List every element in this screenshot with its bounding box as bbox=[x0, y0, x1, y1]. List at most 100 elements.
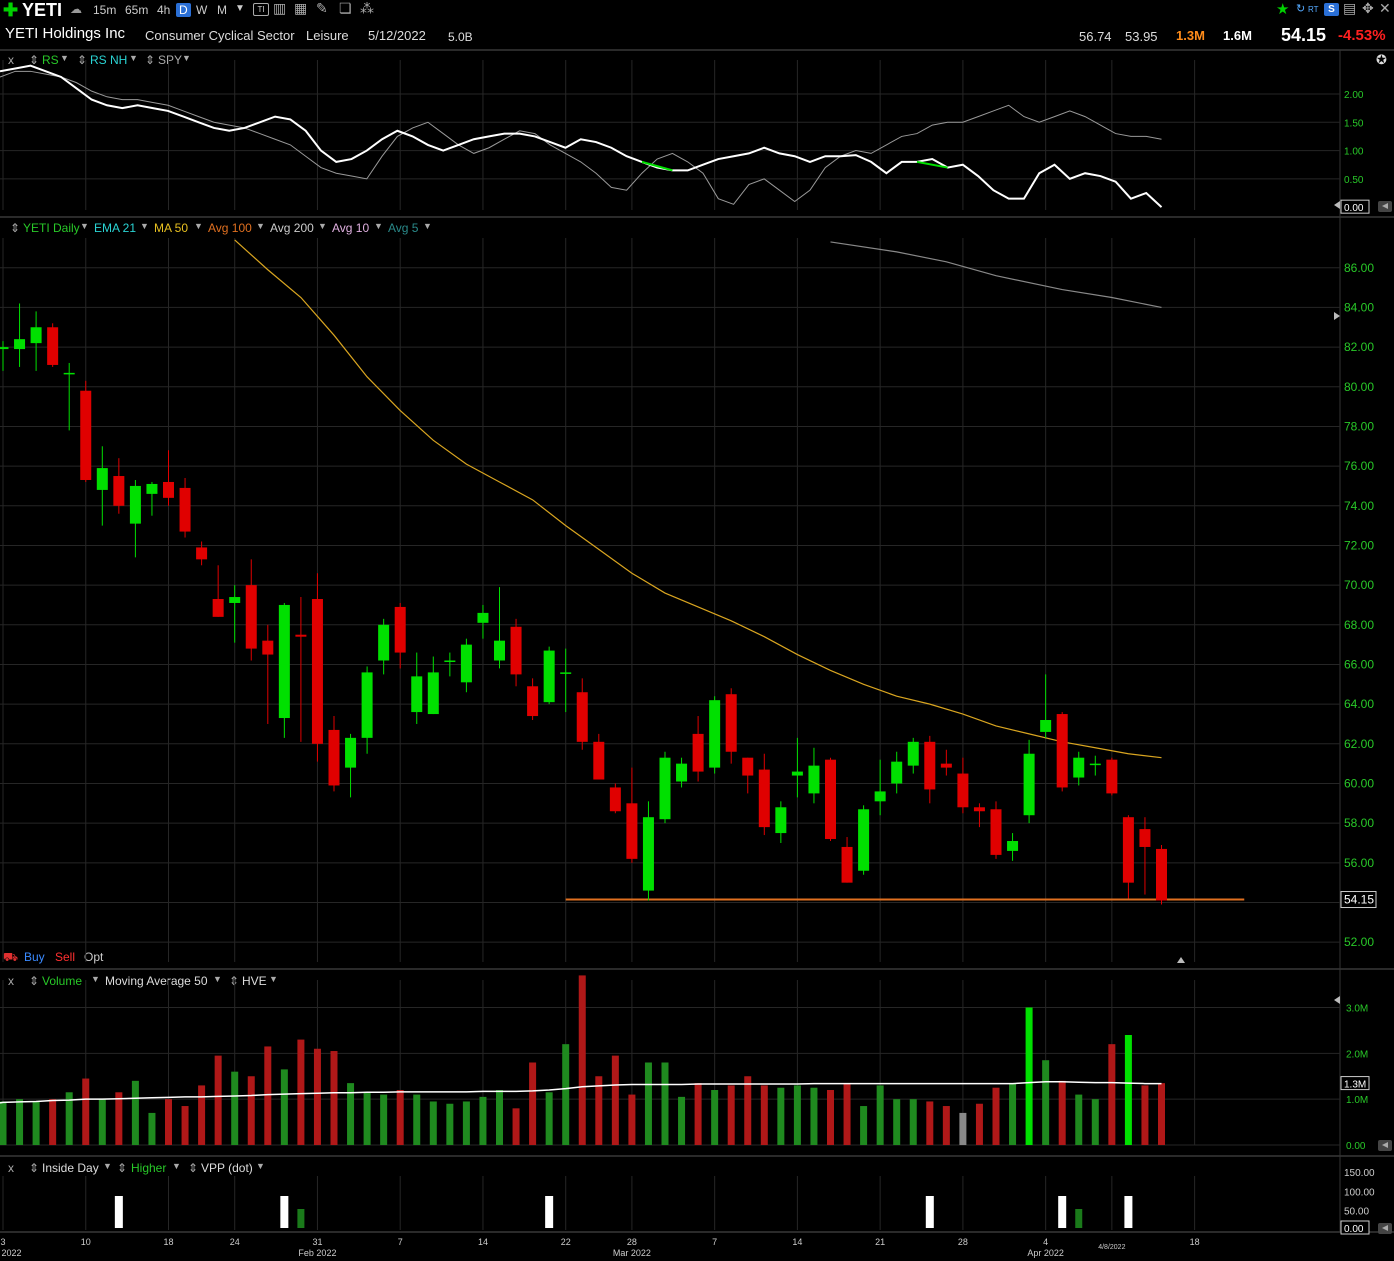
inside-day-dropdown-icon[interactable]: ▼ bbox=[103, 1161, 112, 1171]
avg100-item[interactable]: Avg 100 bbox=[208, 221, 252, 235]
spy-move-icon[interactable]: ⇕ bbox=[145, 53, 156, 67]
draw-pencil-icon[interactable]: ✎ bbox=[316, 0, 328, 16]
opt-button[interactable]: Opt bbox=[84, 950, 104, 964]
x-axis-label: 3 bbox=[0, 1237, 5, 1247]
save-icon[interactable]: ▤ bbox=[1343, 0, 1357, 16]
candle-body bbox=[1040, 720, 1052, 732]
inside-day-item[interactable]: Inside Day bbox=[42, 1161, 99, 1175]
rs-move-icon[interactable]: ⇕ bbox=[29, 53, 40, 67]
rs-tick-label: 1.50 bbox=[1344, 118, 1364, 129]
timeframe-65m[interactable]: 65m bbox=[125, 3, 149, 17]
candle-body bbox=[361, 672, 373, 738]
sector-label[interactable]: Consumer Cyclical Sector bbox=[145, 28, 295, 43]
candle-body bbox=[63, 372, 75, 375]
volume-tick-label: 0.00 bbox=[1346, 1141, 1366, 1152]
timeframe-15m[interactable]: 15m bbox=[93, 3, 117, 17]
avg100-dropdown-icon[interactable]: ▼ bbox=[256, 221, 265, 231]
date-label: 5/12/2022 bbox=[368, 28, 426, 43]
palette-icon[interactable]: ✪ bbox=[1376, 52, 1387, 67]
volume-ma50-item[interactable]: Moving Average 50 bbox=[105, 974, 208, 988]
volume-ma50-dropdown-icon[interactable]: ▼ bbox=[213, 974, 222, 984]
price-tick-label: 66.00 bbox=[1344, 657, 1374, 671]
network-icon[interactable]: ⁂ bbox=[360, 0, 374, 16]
higher-move-icon[interactable]: ⇕ bbox=[117, 1161, 128, 1175]
buy-button[interactable]: Buy bbox=[24, 950, 45, 964]
avg5-dropdown-icon[interactable]: ▼ bbox=[423, 221, 432, 231]
rs-item[interactable]: RS bbox=[42, 53, 59, 67]
candle-body bbox=[345, 737, 357, 768]
realtime-icon[interactable]: ↻ bbox=[1296, 3, 1306, 15]
spy-item[interactable]: SPY bbox=[158, 53, 183, 67]
avg200-dropdown-icon[interactable]: ▼ bbox=[318, 221, 327, 231]
volume-bar bbox=[595, 1076, 603, 1145]
ema21-item[interactable]: EMA 21 bbox=[94, 221, 137, 235]
yeti-daily-dropdown-icon[interactable]: ▼ bbox=[80, 221, 89, 231]
timeframe-dropdown-icon[interactable]: ▼ bbox=[235, 3, 245, 14]
x-axis-label: 28 bbox=[958, 1237, 968, 1247]
symbol-label[interactable]: YETI bbox=[22, 0, 63, 20]
favorite-star-icon[interactable]: ★ bbox=[1276, 1, 1290, 18]
volume-bar bbox=[1141, 1085, 1149, 1145]
candle-body bbox=[725, 694, 737, 752]
inside-move-icon[interactable]: ⇕ bbox=[29, 1161, 40, 1175]
avg5-item[interactable]: Avg 5 bbox=[388, 221, 419, 235]
volume-move-icon[interactable]: ⇕ bbox=[29, 974, 40, 988]
spy-dropdown-icon[interactable]: ▼ bbox=[182, 53, 191, 63]
volume-bar bbox=[131, 1080, 139, 1145]
price-move-icon[interactable]: ⇕ bbox=[10, 221, 21, 235]
candle-body bbox=[609, 787, 621, 812]
timeframe-m[interactable]: M bbox=[217, 3, 227, 17]
rs-panel-close[interactable]: x bbox=[8, 53, 14, 67]
rsnh-move-icon[interactable]: ⇕ bbox=[77, 53, 88, 67]
price-tick-label: 74.00 bbox=[1344, 499, 1374, 513]
volume-last-box bbox=[1340, 1076, 1370, 1091]
hve-item[interactable]: HVE bbox=[242, 974, 267, 988]
rsnh-dropdown-icon[interactable]: ▼ bbox=[129, 53, 138, 63]
higher-item[interactable]: Higher bbox=[131, 1161, 167, 1175]
ma50-item[interactable]: MA 50 bbox=[154, 221, 189, 235]
industry-label[interactable]: Leisure bbox=[306, 28, 349, 43]
volume-dropdown-icon[interactable]: ▼ bbox=[91, 974, 100, 984]
layout-icon[interactable]: ▦ bbox=[294, 0, 308, 16]
volume-panel-close[interactable]: x bbox=[8, 974, 14, 988]
rs-nh-item[interactable]: RS NH bbox=[90, 53, 128, 67]
volume-bar bbox=[843, 1083, 851, 1145]
indicator-icon[interactable]: TI bbox=[253, 3, 269, 16]
volume-bar bbox=[760, 1085, 768, 1145]
settings-s-icon[interactable]: S bbox=[1324, 3, 1339, 16]
close-icon[interactable]: ✕ bbox=[1379, 0, 1391, 16]
timeframe-d[interactable]: D bbox=[176, 3, 191, 17]
vpp-dropdown-icon[interactable]: ▼ bbox=[256, 1161, 265, 1171]
vpp-item[interactable]: VPP (dot) bbox=[201, 1161, 253, 1175]
candle-body bbox=[427, 672, 439, 715]
x-axis-label: 18 bbox=[163, 1237, 173, 1247]
timeframe-4h[interactable]: 4h bbox=[157, 3, 171, 17]
candle-body bbox=[245, 585, 257, 649]
add-symbol-icon[interactable]: ✚ bbox=[3, 0, 19, 20]
ema21-dropdown-icon[interactable]: ▼ bbox=[140, 221, 149, 231]
avg10-item[interactable]: Avg 10 bbox=[332, 221, 370, 235]
yeti-daily-item[interactable]: YETI Daily bbox=[23, 221, 80, 235]
candle-body bbox=[659, 757, 671, 820]
volume-bar bbox=[313, 1048, 321, 1145]
candle-body bbox=[791, 771, 803, 776]
notes-icon[interactable]: ❏ bbox=[339, 0, 352, 16]
rs-dropdown-icon[interactable]: ▼ bbox=[60, 53, 69, 63]
share-icon[interactable]: ☁ bbox=[70, 2, 82, 16]
trade-icon[interactable]: ⛟ bbox=[3, 950, 19, 964]
hve-move-icon[interactable]: ⇕ bbox=[229, 974, 240, 988]
avg200-item[interactable]: Avg 200 bbox=[270, 221, 314, 235]
ma50-dropdown-icon[interactable]: ▼ bbox=[194, 221, 203, 231]
sell-button[interactable]: Sell bbox=[55, 950, 76, 964]
volume-item[interactable]: Volume bbox=[42, 974, 83, 988]
higher-dropdown-icon[interactable]: ▼ bbox=[172, 1161, 181, 1171]
avg10-dropdown-icon[interactable]: ▼ bbox=[374, 221, 383, 231]
vpp-move-icon[interactable]: ⇕ bbox=[188, 1161, 199, 1175]
move-icon[interactable]: ✥ bbox=[1362, 0, 1374, 16]
bar-chart-icon[interactable]: ▥ bbox=[273, 0, 287, 16]
timeframe-w[interactable]: W bbox=[196, 3, 208, 17]
hve-dropdown-icon[interactable]: ▼ bbox=[269, 974, 278, 984]
inside-panel-close[interactable]: x bbox=[8, 1161, 14, 1175]
rs-new-high-segment bbox=[916, 160, 948, 169]
